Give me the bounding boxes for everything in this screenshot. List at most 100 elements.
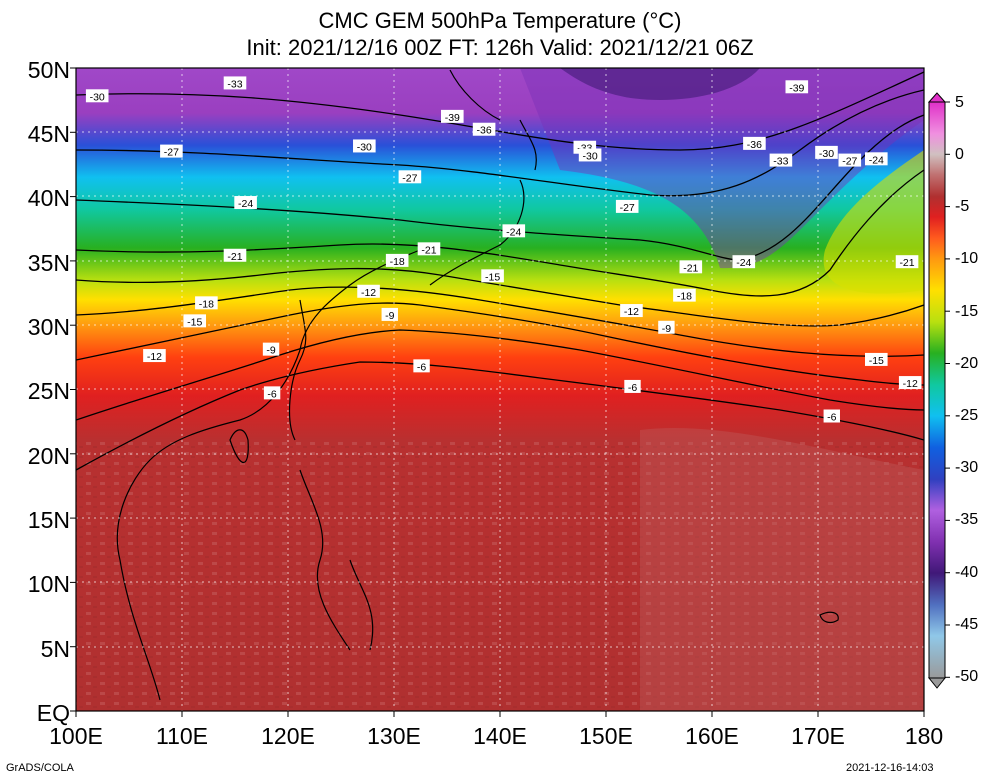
contour-label-text: -36 <box>477 125 492 137</box>
lat-label: 20N <box>27 443 70 469</box>
contour-label-text: -9 <box>385 310 394 322</box>
lat-label: EQ <box>36 700 70 726</box>
colorbar-label: -45 <box>955 616 979 633</box>
contour-label: -21 <box>895 255 919 269</box>
contour-label: -24 <box>234 196 257 210</box>
contour-label-text: -6 <box>417 361 426 373</box>
contour-label-text: -24 <box>506 226 521 238</box>
coastlines <box>116 69 839 701</box>
contour-label: -27 <box>160 144 183 159</box>
colorbar <box>927 92 950 689</box>
axis-ticks <box>70 67 925 717</box>
colorbar-label: 5 <box>955 94 964 111</box>
colorbar-top-arrow <box>927 92 947 103</box>
timestamp-text: 2021-12-16-14:03 <box>846 762 934 774</box>
lon-label: 100E <box>49 723 103 749</box>
colorbar-label: -30 <box>955 459 979 476</box>
contour-label-box <box>895 255 919 269</box>
contour-label-text: -27 <box>620 202 635 214</box>
contour-label-text: -30 <box>357 141 372 153</box>
contour-label: -36 <box>743 136 766 151</box>
contour-label-box <box>769 153 793 167</box>
contour-label: -39 <box>785 80 809 94</box>
contour-lines <box>76 71 924 471</box>
contour-label-text: -12 <box>361 287 376 299</box>
lon-label: 160E <box>685 723 739 749</box>
colorbar-label: -5 <box>955 198 970 215</box>
map-frame: -30-33-39-39-36-27-30-33-30-36-33-30-27-… <box>76 68 924 711</box>
colorbar-scale <box>928 101 946 679</box>
contour-label-box <box>234 196 257 210</box>
contour-label-text: -21 <box>683 262 698 274</box>
colorbar-label: -50 <box>955 668 979 685</box>
contour-label-box <box>620 304 643 318</box>
contour-label: -15 <box>865 352 888 367</box>
contour-label-box <box>398 170 422 184</box>
credit-text: GrADS/COLA <box>6 762 74 774</box>
contour-label-box <box>679 260 703 274</box>
contour-label-box <box>865 352 888 366</box>
contour-label-text: -39 <box>445 112 460 124</box>
contour-label-text: -6 <box>628 382 637 394</box>
contour-label-box <box>143 349 166 363</box>
contour-label-text: -21 <box>899 257 914 269</box>
lat-label: 50N <box>27 57 70 83</box>
contour-label-box <box>815 145 838 159</box>
contour-label-box <box>385 253 409 267</box>
lat-label: 45N <box>27 121 70 147</box>
lat-label: 40N <box>27 185 70 211</box>
contour-label-text: -21 <box>227 251 242 263</box>
contour-label-text: -36 <box>747 139 762 151</box>
colorbar-label: 0 <box>955 146 964 163</box>
colorbar-label: -15 <box>955 303 979 320</box>
contour-label-text: -18 <box>199 298 214 310</box>
contour-label-box <box>441 109 464 123</box>
contour-label: -24 <box>865 152 888 166</box>
lat-label: 35N <box>27 250 70 276</box>
contour-label: -30 <box>85 89 109 103</box>
contour-label-box <box>865 152 888 166</box>
contour-label: -12 <box>898 376 922 390</box>
contour-label: -6 <box>263 386 281 400</box>
contour-label-box <box>357 284 380 298</box>
contour-label-box <box>732 255 756 269</box>
contour-label: -6 <box>413 359 430 373</box>
lon-label: 150E <box>579 723 633 749</box>
contour-label: -36 <box>472 122 496 137</box>
contour-label: -24 <box>732 255 756 269</box>
contour-label: -18 <box>195 296 218 310</box>
contour-label: -6 <box>823 409 840 424</box>
contour-label-box <box>353 139 376 153</box>
contour-label-box <box>502 224 526 238</box>
contour-label-text: -24 <box>238 198 253 210</box>
contour-label-text: -30 <box>90 91 105 103</box>
contour-label-text: -21 <box>421 244 436 256</box>
contour-label: -30 <box>578 148 602 162</box>
contour-label-box <box>743 136 766 150</box>
contour-label-text: -18 <box>390 256 405 268</box>
contour-label: -21 <box>679 260 703 274</box>
contour-label: -21 <box>417 242 441 256</box>
lon-label: 180 <box>904 723 944 749</box>
contour-label-text: -9 <box>266 345 275 357</box>
lon-label: 120E <box>261 723 315 749</box>
contour-label-text: -6 <box>267 388 276 400</box>
contour-label: -33 <box>223 76 247 90</box>
contour-label: -21 <box>223 248 247 263</box>
contour-label: -27 <box>398 170 422 184</box>
contour-label-text: -27 <box>164 147 179 159</box>
lon-label: 130E <box>367 723 421 749</box>
contour-label-box <box>195 296 218 310</box>
contour-label-text: -27 <box>842 156 857 168</box>
contour-label: -27 <box>838 153 862 168</box>
contour-label-text: -6 <box>827 412 836 424</box>
contour-label: -18 <box>385 253 409 268</box>
contour-label-box <box>838 153 862 167</box>
contour-label: -39 <box>441 109 464 124</box>
lon-label: 140E <box>473 723 527 749</box>
contour-label: -30 <box>353 139 376 153</box>
contour-label-text: -27 <box>402 172 417 184</box>
colorbar-label: -25 <box>955 407 979 424</box>
lat-label: 10N <box>27 571 70 597</box>
contour-label: -18 <box>673 288 696 303</box>
